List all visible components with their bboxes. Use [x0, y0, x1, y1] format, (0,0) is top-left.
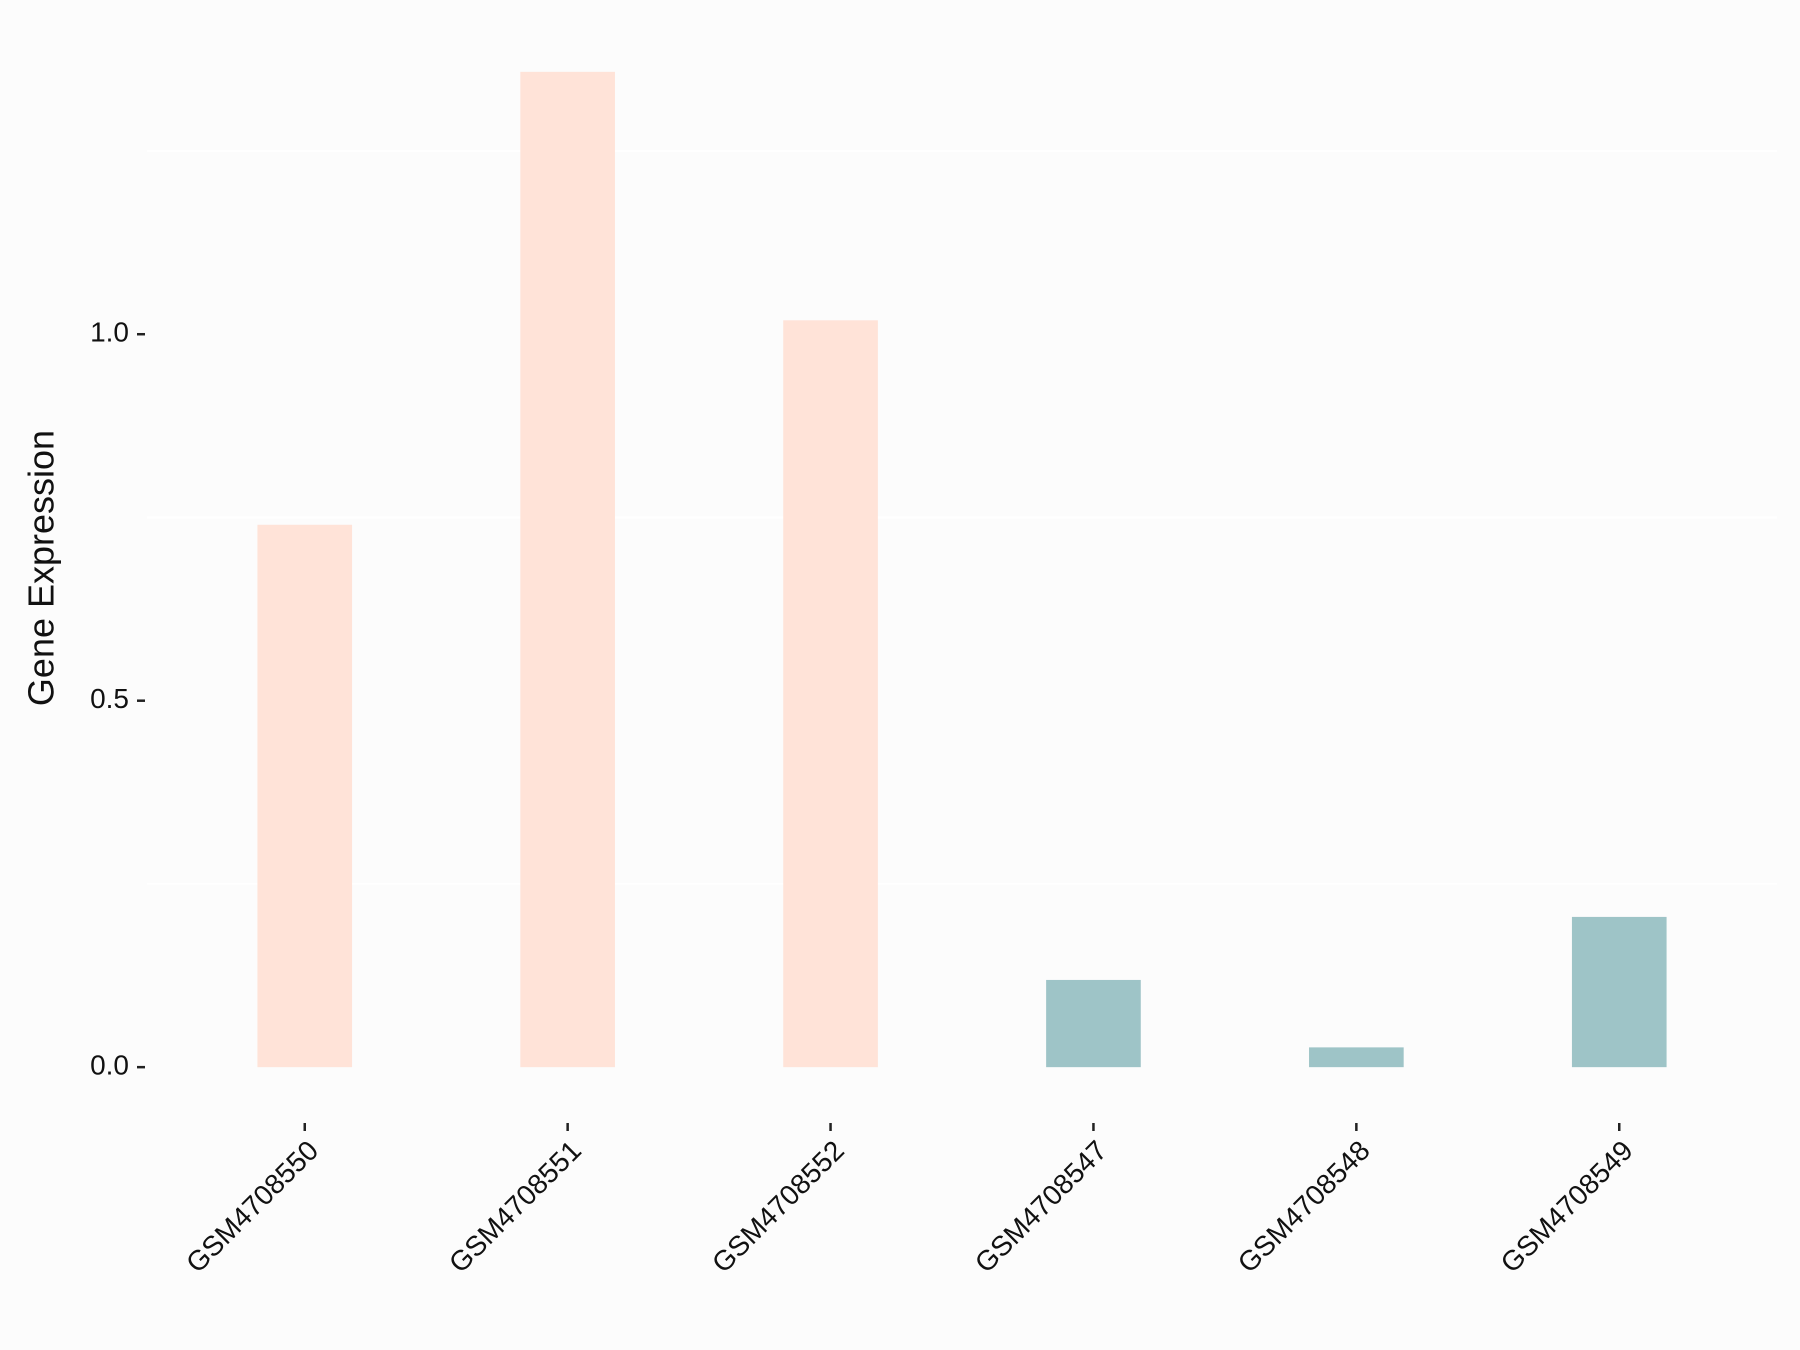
- bar: [257, 524, 353, 1068]
- bar: [1571, 916, 1667, 1068]
- bar: [1046, 979, 1141, 1068]
- y-tick-label: 0.0: [90, 1050, 129, 1081]
- bar: [783, 320, 878, 1068]
- y-tick-label: 1.0: [90, 317, 129, 348]
- bar: [520, 71, 615, 1068]
- bar: [1309, 1047, 1404, 1068]
- y-axis-title: Gene Expression: [21, 430, 62, 706]
- y-tick-label: 0.5: [90, 683, 129, 714]
